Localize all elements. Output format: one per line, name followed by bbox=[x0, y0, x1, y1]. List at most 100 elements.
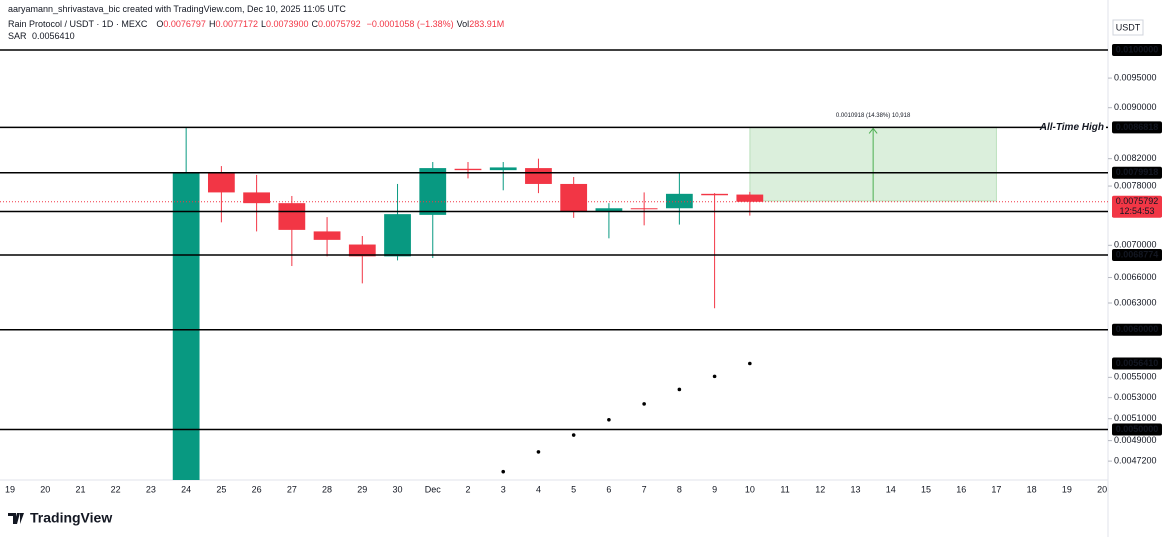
candle-body bbox=[172, 172, 200, 480]
sar-dot bbox=[677, 387, 682, 392]
sar-dot bbox=[712, 374, 717, 379]
x-tick-label: 3 bbox=[501, 484, 506, 494]
x-tick-label: 29 bbox=[357, 484, 367, 494]
level-label: 0.0086818 bbox=[1116, 122, 1159, 132]
sar-dot bbox=[501, 469, 506, 474]
x-tick-label: Dec bbox=[425, 484, 442, 494]
x-tick-label: 18 bbox=[1027, 484, 1037, 494]
candle-body bbox=[243, 192, 270, 204]
candle-body bbox=[595, 208, 623, 212]
level-box bbox=[1112, 121, 1162, 134]
y-tick-label: 0.0066000 bbox=[1114, 272, 1157, 282]
x-tick-label: 10 bbox=[745, 484, 755, 494]
x-tick-label: 2 bbox=[465, 484, 470, 494]
y-tick-label: 0.0090000 bbox=[1114, 102, 1157, 112]
level-label: 0.0068774 bbox=[1116, 249, 1159, 259]
header: aaryamann_shrivastava_bic created with T… bbox=[8, 3, 507, 42]
x-tick-label: 26 bbox=[252, 484, 262, 494]
candle-body bbox=[736, 194, 764, 202]
level-box bbox=[1112, 323, 1162, 336]
x-tick-label: 8 bbox=[677, 484, 682, 494]
indicator: SAR bbox=[8, 31, 27, 41]
candle-body bbox=[454, 168, 482, 171]
x-tick-label: 30 bbox=[393, 484, 403, 494]
candle-body bbox=[525, 168, 552, 184]
change: −0.0001058 (−1.38%) bbox=[366, 19, 454, 29]
sar-dot bbox=[607, 417, 611, 422]
byline: aaryamann_shrivastava_bic created with T… bbox=[8, 4, 346, 14]
y-tick-label: 0.0078000 bbox=[1114, 180, 1157, 190]
candle-body bbox=[207, 172, 235, 193]
x-tick-label: 24 bbox=[181, 484, 191, 494]
annotation: All-Time High bbox=[1039, 122, 1104, 133]
level-label: 0.0079918 bbox=[1116, 167, 1159, 177]
y-tick-label: 0.0055000 bbox=[1114, 372, 1157, 382]
level-box bbox=[1112, 248, 1162, 261]
x-tick-label: 22 bbox=[111, 484, 121, 494]
candle-body bbox=[665, 193, 693, 209]
ohlc-value: 0.0076797 bbox=[163, 19, 206, 29]
candle-body bbox=[630, 208, 658, 210]
symbol: Rain Protocol / USDT · 1D · MEXC bbox=[8, 19, 148, 29]
x-tick-label: 11 bbox=[780, 484, 789, 494]
indicator-value: 0.0056410 bbox=[32, 31, 75, 41]
candle-body bbox=[384, 214, 411, 257]
ohlc-key: C bbox=[311, 19, 319, 29]
ohlc-key: L bbox=[260, 19, 266, 29]
y-tick-label: 0.0049000 bbox=[1114, 435, 1157, 445]
x-tick-label: 19 bbox=[1062, 484, 1072, 494]
plot-area bbox=[172, 126, 997, 480]
logo: TradingView bbox=[8, 510, 112, 526]
candle-body bbox=[348, 244, 376, 257]
sar-dot bbox=[536, 450, 541, 454]
x-tick-label: 25 bbox=[216, 484, 226, 494]
x-tick-label: 5 bbox=[571, 484, 576, 494]
sar-dot bbox=[748, 361, 752, 366]
current-price-box bbox=[1112, 195, 1162, 218]
sar-box bbox=[1112, 357, 1162, 370]
y-tick-label: 0.0053000 bbox=[1114, 392, 1157, 402]
x-tick-label: 17 bbox=[991, 484, 1001, 494]
candle-body bbox=[560, 183, 588, 212]
logo-text: TradingView bbox=[30, 510, 112, 526]
ohlc-key: H bbox=[208, 19, 216, 29]
y-tick-label: 0.0095000 bbox=[1114, 72, 1157, 82]
y-tick-label: 0.0063000 bbox=[1114, 297, 1157, 307]
x-tick-label: 12 bbox=[815, 484, 825, 494]
sar-label: 0.0056410 bbox=[1116, 358, 1159, 368]
candle-body bbox=[701, 193, 728, 196]
level-box bbox=[1112, 166, 1162, 179]
level-box bbox=[1112, 43, 1162, 56]
x-tick-label: 20 bbox=[1097, 484, 1107, 494]
ohlc: O0.0076797 H0.0077172 L0.0073900 C0.0075792 bbox=[156, 19, 363, 29]
currency[interactable]: USDT bbox=[1116, 22, 1141, 32]
x-tick-label: 6 bbox=[606, 484, 611, 494]
level-box bbox=[1112, 423, 1162, 436]
indicator-row: SAR 0.0056410 bbox=[8, 30, 507, 42]
sar-dot bbox=[642, 402, 646, 406]
volume: 283.91M bbox=[469, 19, 505, 29]
x-tick-label: 16 bbox=[956, 484, 966, 494]
x-tick-label: 28 bbox=[322, 484, 332, 494]
x-tick-label: 20 bbox=[40, 484, 50, 494]
x-tick-label: 4 bbox=[536, 484, 541, 494]
x-tick-label: 21 bbox=[75, 484, 85, 494]
current-price-label: 0.0075792 bbox=[1116, 196, 1159, 206]
x-tick-label: 14 bbox=[886, 484, 896, 494]
x-tick-label: 27 bbox=[287, 484, 297, 494]
level-label: 0.0050000 bbox=[1116, 424, 1159, 434]
measure-arrow-head bbox=[868, 127, 878, 134]
annotation-bg bbox=[1046, 121, 1106, 134]
y-tick-label: 0.0082000 bbox=[1114, 153, 1157, 163]
x-tick-label: 13 bbox=[851, 484, 861, 494]
symbol-row: Rain Protocol / USDT · 1D · MEXC O0.00767… bbox=[8, 18, 507, 30]
volume-key: Vol bbox=[456, 19, 470, 29]
sar-dot bbox=[571, 433, 576, 437]
candle-body bbox=[419, 168, 447, 215]
x-tick-label: 9 bbox=[712, 484, 717, 494]
x-tick-label: 19 bbox=[5, 484, 15, 494]
x-tick-label: 23 bbox=[146, 484, 156, 494]
currency-box[interactable] bbox=[1112, 19, 1144, 36]
